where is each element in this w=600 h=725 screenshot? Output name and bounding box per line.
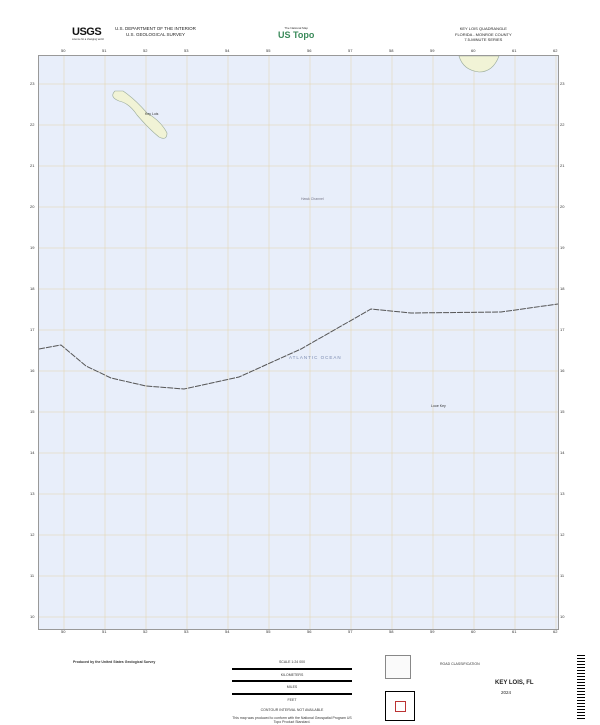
scale-bar-km [232, 667, 352, 670]
grid-tick-label: 23 [30, 81, 35, 86]
grid-tick-label: 55 [266, 629, 271, 634]
grid-tick-label: 60 [471, 48, 476, 53]
grid-tick-label: 22 [560, 122, 565, 127]
grid-tick-label: 14 [560, 450, 565, 455]
label-atlantic-ocean: ATLANTIC OCEAN [289, 355, 342, 360]
agency-line-1: U.S. DEPARTMENT OF THE INTERIOR [115, 26, 196, 31]
grid-tick-label: 19 [560, 245, 565, 250]
grid-tick-label: 21 [560, 163, 565, 168]
map-year: 2024 [501, 690, 512, 695]
grid-tick-label: 50 [61, 629, 66, 634]
label-key-lois: Key Lois [145, 112, 159, 116]
grid-tick-label: 16 [560, 368, 565, 373]
state-locator-map [385, 655, 411, 679]
grid-tick-label: 20 [560, 204, 565, 209]
grid-tick-label: 17 [30, 327, 35, 332]
grid-tick-label: 23 [560, 81, 565, 86]
grid-tick-label: 62 [553, 629, 558, 634]
usgs-logo-text: USGS [72, 26, 102, 38]
grid-tick-label: 10 [560, 614, 565, 619]
grid-tick-label: 52 [143, 48, 148, 53]
topo-brand: US Topo [278, 30, 315, 40]
utm-grid [39, 56, 558, 629]
grid-tick-label: 53 [184, 629, 189, 634]
current-quad-marker [395, 701, 406, 712]
producer-title: Produced by the United States Geological… [73, 660, 156, 664]
grid-tick-label: 59 [430, 48, 435, 53]
grid-tick-label: 57 [348, 48, 353, 53]
grid-tick-label: 58 [389, 629, 394, 634]
grid-tick-label: 10 [30, 614, 35, 619]
grid-tick-label: 11 [560, 573, 565, 578]
grid-tick-label: 54 [225, 48, 230, 53]
usgs-logo: USGS science for a changing world [72, 26, 104, 41]
grid-tick-label: 20 [30, 204, 35, 209]
grid-tick-label: 15 [30, 409, 35, 414]
map-frame[interactable]: Key Lois Hawk Channel ATLANTIC OCEAN Loo… [38, 55, 559, 630]
grid-tick-label: 56 [307, 629, 312, 634]
map-canvas [39, 56, 558, 629]
grid-tick-label: 19 [30, 245, 35, 250]
grid-tick-label: 61 [512, 48, 517, 53]
grid-tick-label: 13 [560, 491, 565, 496]
grid-tick-label: 54 [225, 629, 230, 634]
us-topo-logo: The National Map US Topo [278, 26, 314, 40]
grid-tick-label: 18 [30, 286, 35, 291]
topo-tagline: The National Map [284, 26, 308, 30]
grid-tick-label: 60 [471, 629, 476, 634]
agency-block: U.S. DEPARTMENT OF THE INTERIOR U.S. GEO… [115, 26, 196, 38]
grid-tick-label: 51 [102, 629, 107, 634]
scale-unit-km: KILOMETERS [280, 672, 304, 677]
producer-note: Produced by the United States Geological… [73, 660, 183, 665]
grid-tick-label: 59 [430, 629, 435, 634]
grid-tick-label: 16 [30, 368, 35, 373]
quad-title: KEY LOIS QUADRANGLE [459, 26, 507, 31]
scale-bar-m [232, 680, 352, 682]
grid-tick-label: 18 [560, 286, 565, 291]
quad-state: FLORIDA - MONROE COUNTY [455, 31, 512, 37]
road-legend-title: ROAD CLASSIFICATION [440, 662, 480, 666]
grid-tick-label: 14 [30, 450, 35, 455]
standard-note: This map was produced to conform with th… [232, 715, 352, 725]
scale-unit-feet: FEET [287, 697, 297, 702]
adjoining-quads-diagram [385, 691, 415, 721]
grid-tick-label: 22 [30, 122, 35, 127]
grid-tick-label: 53 [184, 48, 189, 53]
grid-tick-label: 15 [560, 409, 565, 414]
grid-tick-label: 51 [102, 48, 107, 53]
grid-tick-label: 12 [30, 532, 35, 537]
quad-title-block: KEY LOIS QUADRANGLE FLORIDA - MONROE COU… [455, 26, 512, 43]
agency-line-2: U.S. GEOLOGICAL SURVEY [125, 32, 185, 37]
grid-tick-label: 52 [143, 629, 148, 634]
northern-keys [458, 56, 500, 73]
label-hawk-channel: Hawk Channel [301, 197, 324, 201]
grid-tick-label: 62 [553, 48, 558, 53]
grid-tick-label: 56 [307, 48, 312, 53]
grid-tick-label: 50 [61, 48, 66, 53]
label-looe-key: Looe Key [431, 404, 446, 408]
usgs-tagline: science for a changing world [72, 38, 104, 41]
grid-tick-label: 61 [512, 629, 517, 634]
grid-tick-label: 55 [266, 48, 271, 53]
grid-tick-label: 58 [389, 48, 394, 53]
barcode [577, 655, 585, 720]
quad-series: 7.5-MINUTE SERIES [464, 37, 503, 42]
grid-tick-label: 21 [30, 163, 35, 168]
contour-note: CONTOUR INTERVAL NOT AVAILABLE [260, 708, 324, 712]
grid-tick-label: 17 [560, 327, 565, 332]
boundary-line [39, 303, 558, 390]
scale-label: SCALE 1:24 000 [278, 660, 306, 664]
scale-bar-ft [232, 692, 352, 695]
grid-tick-label: 12 [560, 532, 565, 537]
scale-unit-miles: MILES [286, 685, 298, 689]
grid-tick-label: 13 [30, 491, 35, 496]
scale-bar: SCALE 1:24 000 KILOMETERS MILES FEET CON… [232, 660, 352, 725]
grid-tick-label: 11 [30, 573, 35, 578]
map-name: KEY LOIS, FL [495, 680, 534, 686]
grid-tick-label: 57 [348, 629, 353, 634]
key-lois-island [112, 90, 168, 139]
